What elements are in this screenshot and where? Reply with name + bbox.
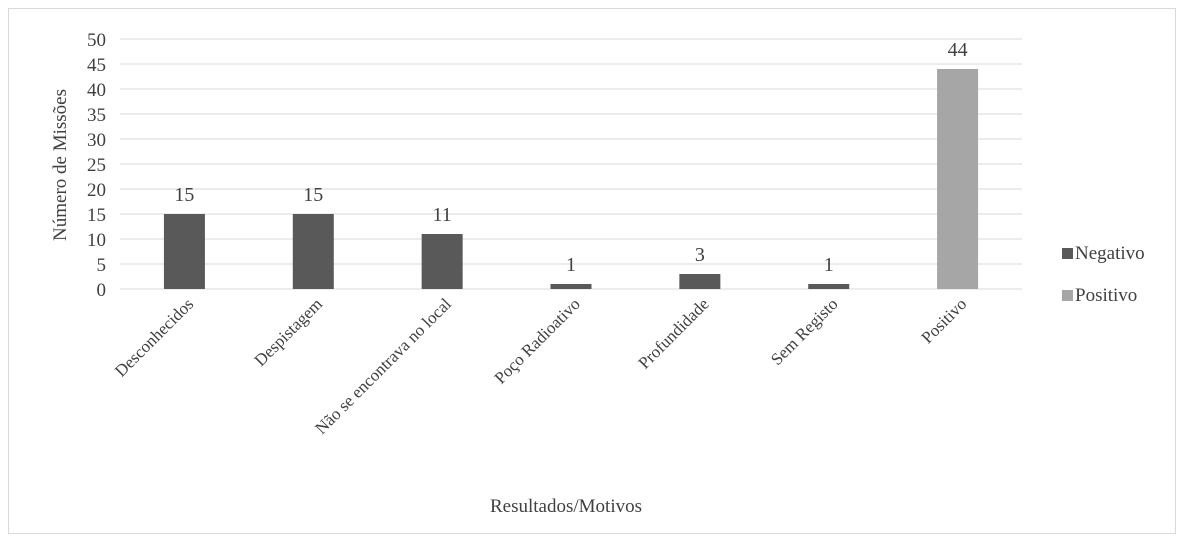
data-label: 1 [824,254,834,276]
y-axis-title: Número de Missões [50,89,71,241]
y-tick-label: 15 [87,205,106,226]
data-label: 1 [566,254,576,276]
bar-negativo [163,214,205,289]
x-category-label: Positivo [918,294,971,347]
y-tick-label: 0 [97,280,107,301]
bars [163,69,979,289]
legend-swatch-negativo [1062,248,1073,259]
gridlines [120,38,1022,265]
data-label: 11 [433,204,452,226]
y-tick-label: 40 [87,80,106,101]
y-tick-label: 25 [87,155,106,176]
data-label: 15 [303,184,323,206]
data-label: 44 [948,39,968,61]
x-category-label: Poço Radioativo [491,294,584,387]
legend-label-negativo: Negativo [1075,243,1145,264]
x-category-label: Não se encontrava no local [311,294,455,438]
y-axis-ticks: 0 5 10 15 20 25 30 35 40 45 50 [87,30,106,301]
bar-positivo [937,69,979,289]
y-tick-label: 35 [87,105,106,126]
x-category-label: Profundidade [634,294,712,372]
x-category-label: Sem Registo [767,294,842,369]
legend: Negativo Positivo [1062,243,1145,306]
bar-negativo [550,284,592,289]
x-category-label: Desconhecidos [111,294,197,380]
bar-negativo [808,284,850,289]
y-tick-label: 5 [97,255,107,276]
bar-negativo [292,214,334,289]
bar-negativo [421,234,463,289]
x-category-label: Despistagem [251,294,327,370]
y-tick-label: 20 [87,180,106,201]
y-tick-label: 50 [87,30,106,51]
legend-label-positivo: Positivo [1075,285,1137,306]
bar-negativo [679,274,721,289]
x-axis-title: Resultados/Motivos [490,496,642,517]
y-tick-label: 10 [87,230,106,251]
data-label: 15 [174,184,194,206]
y-tick-label: 45 [87,55,106,76]
legend-swatch-positivo [1062,290,1073,301]
data-label: 3 [695,244,705,266]
y-tick-label: 30 [87,130,106,151]
